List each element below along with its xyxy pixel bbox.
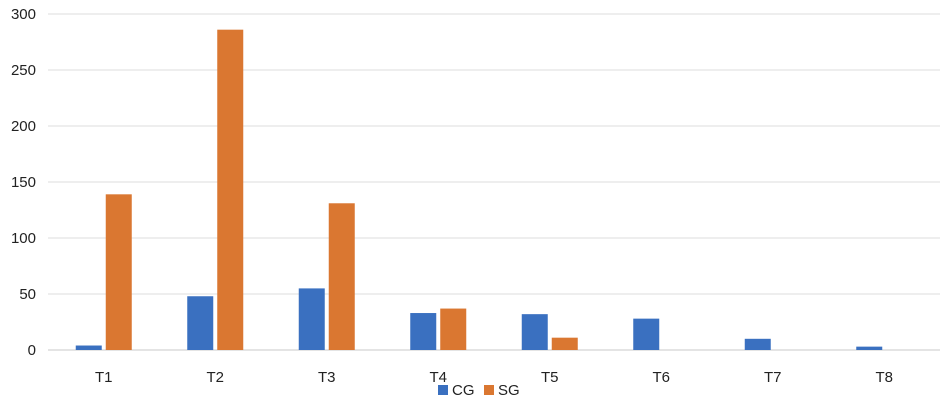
legend-swatch-cg [438,385,448,395]
bar-sg-t1 [105,194,132,350]
bar-cg-t8 [856,346,883,350]
x-tick-label: T4 [429,369,447,386]
y-tick-label: 200 [11,118,36,135]
bar-sg-t4 [440,308,467,350]
legend-label-sg: SG [498,382,520,399]
x-tick-label: T6 [652,369,670,386]
bars [75,29,883,351]
legend-label-cg: CG [452,382,475,399]
x-tick-label: T7 [764,369,782,386]
bar-cg-t7 [744,338,771,350]
x-tick-label: T5 [541,369,559,386]
y-tick-label: 50 [19,286,36,303]
bar-cg-t4 [410,313,437,350]
bar-sg-t3 [328,203,355,350]
y-tick-label: 300 [11,6,36,23]
y-tick-label: 150 [11,174,36,191]
y-tick-label: 250 [11,62,36,79]
x-tick-label: T1 [95,369,113,386]
x-tick-label: T3 [318,369,336,386]
gridlines [48,13,940,351]
y-axis-ticks: 0 50 100 150 200 250 300 [11,6,36,359]
bar-sg-t5 [551,337,578,350]
bar-cg-t6 [633,318,660,350]
y-tick-label: 100 [11,230,36,247]
bar-cg-t1 [75,345,102,350]
bar-cg-t5 [521,314,548,350]
bar-cg-t2 [187,296,214,350]
x-tick-label: T8 [875,369,893,386]
y-tick-label: 0 [28,342,36,359]
bar-cg-t3 [298,288,325,350]
bar-sg-t2 [217,29,244,351]
legend: CG SG [438,382,520,399]
legend-swatch-sg [484,385,494,395]
x-tick-label: T2 [206,369,224,386]
x-axis-ticks: T1 T2 T3 T4 T5 T6 T7 T8 [95,369,893,386]
